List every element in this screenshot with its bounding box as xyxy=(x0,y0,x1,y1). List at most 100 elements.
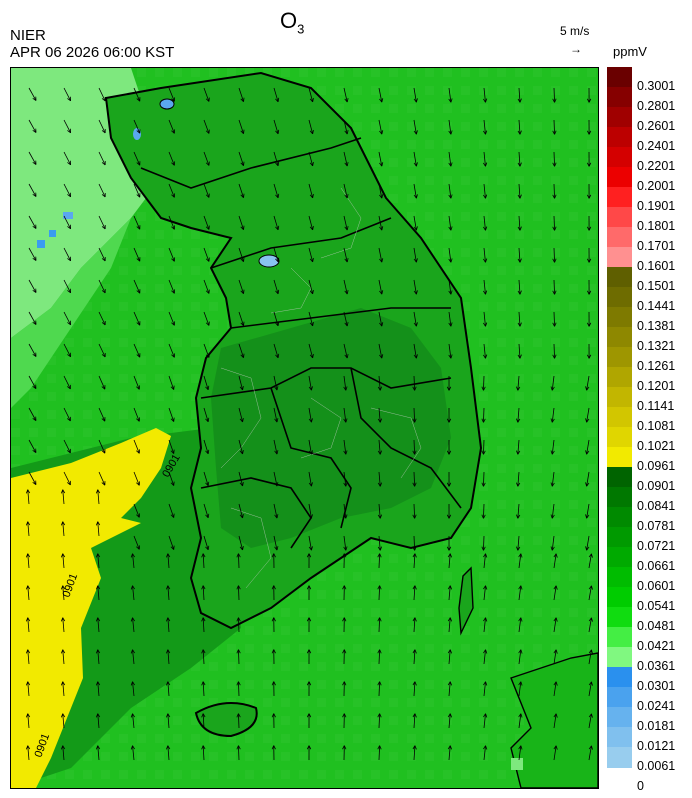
wind-arrowhead xyxy=(171,226,175,230)
wind-arrow xyxy=(448,681,451,697)
wind-arrow xyxy=(238,343,244,358)
wind-arrow xyxy=(168,407,175,422)
wind-arrowhead xyxy=(552,226,555,231)
wind-arrow xyxy=(28,407,37,421)
wind-arrowhead xyxy=(555,617,558,622)
wind-arrow xyxy=(378,553,381,569)
wind-arrowhead xyxy=(343,514,347,519)
wind-arrowhead xyxy=(240,98,244,102)
wind-arrowhead xyxy=(343,553,347,558)
wind-arrowhead xyxy=(277,161,280,166)
wind-arrowhead xyxy=(446,386,450,391)
wind-arrowhead xyxy=(446,418,450,423)
wind-arrowhead xyxy=(344,258,348,263)
wind-arrowhead xyxy=(132,585,135,590)
wind-arrowhead xyxy=(342,681,345,686)
wind-arrow xyxy=(273,471,278,487)
wind-arrow xyxy=(483,681,486,697)
wind-arrowhead xyxy=(550,450,553,455)
wind-arrowhead xyxy=(485,713,488,718)
wind-arrowhead xyxy=(205,418,209,423)
wind-arrowhead xyxy=(414,745,417,750)
wind-arrow xyxy=(202,649,205,665)
wind-arrowhead xyxy=(343,418,347,423)
wind-arrowhead xyxy=(343,482,347,487)
wind-reference-label: 5 m/s xyxy=(560,24,590,38)
wind-arrowhead xyxy=(550,418,553,423)
wind-arrowhead xyxy=(448,130,452,135)
wind-arrowhead xyxy=(379,585,382,590)
wind-arrow xyxy=(62,585,65,601)
wind-arrow xyxy=(202,713,205,729)
wind-arrowhead xyxy=(171,194,175,198)
wind-arrow xyxy=(518,183,521,199)
wind-arrowhead xyxy=(377,649,380,654)
wind-arrowhead xyxy=(275,130,279,135)
wind-arrowhead xyxy=(413,226,417,231)
wind-arrowhead xyxy=(550,482,553,487)
legend-swatch xyxy=(607,427,632,448)
wind-arrowhead xyxy=(277,193,280,198)
wind-arrowhead xyxy=(554,258,557,263)
wind-arrow xyxy=(168,439,175,454)
wind-arrowhead xyxy=(308,713,312,718)
wind-arrowhead xyxy=(346,354,349,359)
wind-arrowhead xyxy=(450,258,453,263)
wind-arrowhead xyxy=(130,649,133,654)
wind-arrow xyxy=(483,375,485,391)
wind-arrowhead xyxy=(101,450,106,454)
wind-arrowhead xyxy=(586,194,590,199)
wind-arrowhead xyxy=(414,553,417,558)
wind-arrowhead xyxy=(554,162,557,167)
wind-arrowhead xyxy=(517,194,521,199)
wind-arrowhead xyxy=(306,681,310,686)
wind-arrowhead xyxy=(517,226,521,231)
legend-label: 0.1901 xyxy=(637,199,676,213)
wind-arrow xyxy=(378,649,381,665)
wind-arrowhead xyxy=(379,617,382,622)
wind-arrow xyxy=(518,119,521,135)
wind-arrowhead xyxy=(171,258,175,262)
wind-arrowhead xyxy=(167,745,171,750)
wind-arrowhead xyxy=(306,617,310,622)
wind-arrow xyxy=(483,439,485,455)
wind-arrow xyxy=(203,503,209,518)
wind-arrowhead xyxy=(275,226,279,231)
wind-arrowhead xyxy=(171,98,175,102)
wind-arrowhead xyxy=(446,546,450,551)
legend-label: 0.1381 xyxy=(637,319,676,333)
legend-label: 0.0061 xyxy=(637,759,676,773)
wind-arrow xyxy=(238,375,243,391)
wind-arrow xyxy=(586,407,590,423)
wind-arrowhead xyxy=(95,713,99,718)
wind-arrowhead xyxy=(277,353,280,358)
wind-arrowhead xyxy=(516,482,519,487)
wind-arrowhead xyxy=(448,226,452,231)
wind-arrowhead xyxy=(242,449,244,455)
legend-label: 0.0721 xyxy=(637,539,676,553)
wind-arrowhead xyxy=(551,514,555,519)
wind-arrow xyxy=(413,87,417,103)
wind-arrow xyxy=(553,183,555,199)
wind-arrowhead xyxy=(344,98,348,103)
wind-arrowhead xyxy=(62,649,66,654)
wind-arrowhead xyxy=(379,226,383,231)
wind-arrow xyxy=(308,439,312,455)
wind-arrow xyxy=(167,681,170,697)
legend-label: 0.0601 xyxy=(637,579,676,593)
wind-arrowhead xyxy=(415,354,418,359)
wind-arrow xyxy=(343,471,347,487)
legend-swatch xyxy=(607,507,632,528)
wind-arrowhead xyxy=(205,322,210,326)
wind-arrowhead xyxy=(167,681,171,686)
wind-arrowhead xyxy=(555,585,558,590)
wind-arrowhead xyxy=(551,386,555,391)
wind-arrowhead xyxy=(306,713,310,718)
wind-arrowhead xyxy=(554,322,557,327)
wind-arrowhead xyxy=(343,546,347,551)
legend-swatch xyxy=(607,667,632,688)
wind-arrowhead xyxy=(238,681,241,686)
wind-arrowhead xyxy=(485,354,488,359)
wind-arrowhead xyxy=(67,226,71,230)
wind-arrowhead xyxy=(207,545,210,550)
